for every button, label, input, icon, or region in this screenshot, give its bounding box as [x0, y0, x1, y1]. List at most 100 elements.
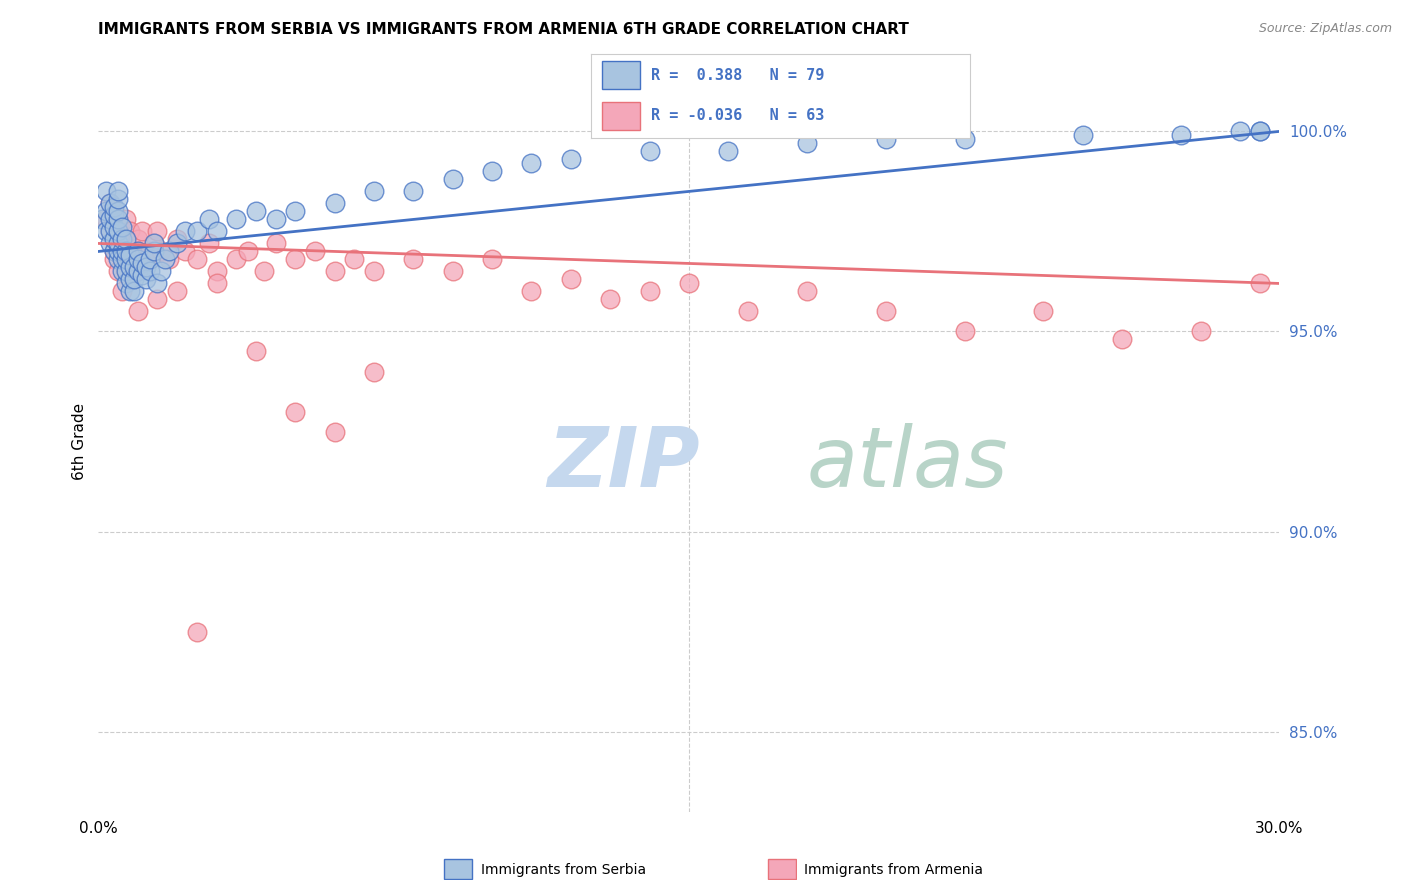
Point: [520, 285, 543, 299]
Point: [150, 244, 173, 259]
Point: [1071, 128, 1094, 143]
Point: [135, 260, 157, 275]
Point: [103, 209, 125, 223]
Point: [717, 145, 740, 159]
Point: [166, 285, 188, 299]
Point: [441, 172, 464, 186]
Text: IMMIGRANTS FROM SERBIA VS IMMIGRANTS FROM ARMENIA 6TH GRADE CORRELATION CHART: IMMIGRANTS FROM SERBIA VS IMMIGRANTS FRO…: [98, 22, 910, 37]
Text: R =  0.388   N = 79: R = 0.388 N = 79: [651, 68, 825, 83]
Point: [107, 185, 129, 199]
Point: [157, 244, 180, 259]
Text: R = -0.036   N = 63: R = -0.036 N = 63: [651, 108, 825, 123]
Point: [875, 132, 897, 146]
Point: [953, 132, 976, 146]
Point: [111, 220, 134, 235]
Point: [205, 277, 228, 291]
Text: Immigrants from Armenia: Immigrants from Armenia: [804, 863, 983, 877]
Point: [402, 185, 425, 199]
Point: [96, 212, 118, 227]
Point: [737, 304, 759, 318]
Point: [205, 264, 228, 278]
Point: [103, 201, 125, 215]
Y-axis label: 6th Grade: 6th Grade: [72, 403, 87, 480]
Point: [1032, 304, 1054, 318]
Point: [107, 264, 129, 278]
Point: [197, 236, 219, 251]
Point: [107, 204, 129, 219]
Point: [135, 272, 157, 286]
Point: [253, 264, 276, 278]
Point: [127, 244, 149, 259]
Point: [1189, 325, 1212, 339]
Point: [875, 304, 897, 318]
Point: [1249, 124, 1271, 138]
Point: [111, 252, 134, 267]
Point: [122, 260, 145, 275]
Point: [560, 272, 582, 286]
Point: [1229, 124, 1251, 138]
Point: [111, 244, 134, 259]
Point: [131, 268, 153, 283]
Point: [678, 277, 700, 291]
Point: [146, 224, 169, 238]
Point: [122, 285, 145, 299]
Point: [107, 236, 129, 251]
Point: [131, 224, 153, 238]
Point: [98, 224, 121, 238]
Point: [284, 404, 307, 418]
Point: [107, 212, 129, 227]
Point: [481, 252, 503, 267]
Point: [142, 236, 165, 251]
Point: [146, 277, 169, 291]
Point: [363, 264, 385, 278]
Point: [304, 244, 326, 259]
Point: [245, 204, 267, 219]
Point: [96, 224, 118, 238]
Point: [174, 244, 197, 259]
Point: [1111, 333, 1133, 347]
Point: [150, 264, 173, 278]
Point: [284, 252, 307, 267]
Point: [118, 272, 141, 286]
Point: [323, 196, 346, 211]
Bar: [602, 102, 640, 130]
Point: [98, 196, 121, 211]
Point: [115, 244, 138, 259]
Point: [115, 277, 138, 291]
Point: [197, 212, 219, 227]
Point: [225, 212, 247, 227]
Point: [111, 285, 134, 299]
Point: [796, 136, 818, 151]
Point: [138, 252, 160, 267]
Point: [142, 236, 165, 251]
Point: [131, 256, 153, 270]
Point: [1249, 277, 1271, 291]
Text: Source: ZipAtlas.com: Source: ZipAtlas.com: [1258, 22, 1392, 36]
Point: [225, 252, 247, 267]
Point: [103, 244, 125, 259]
Point: [115, 252, 138, 267]
Point: [103, 244, 125, 259]
Point: [138, 264, 160, 278]
Point: [127, 264, 149, 278]
Point: [98, 196, 121, 211]
Point: [118, 248, 141, 262]
Point: [245, 344, 267, 359]
Point: [166, 236, 188, 251]
Point: [953, 325, 976, 339]
Text: ZIP: ZIP: [547, 423, 700, 504]
Point: [91, 212, 114, 227]
Point: [98, 236, 121, 251]
Point: [1249, 124, 1271, 138]
Point: [157, 252, 180, 267]
Point: [122, 252, 145, 267]
Point: [186, 224, 208, 238]
Point: [118, 285, 141, 299]
Point: [111, 264, 134, 278]
Point: [363, 364, 385, 378]
Point: [481, 164, 503, 178]
Point: [127, 244, 149, 259]
Point: [264, 212, 287, 227]
Point: [127, 232, 149, 246]
Point: [107, 224, 129, 238]
